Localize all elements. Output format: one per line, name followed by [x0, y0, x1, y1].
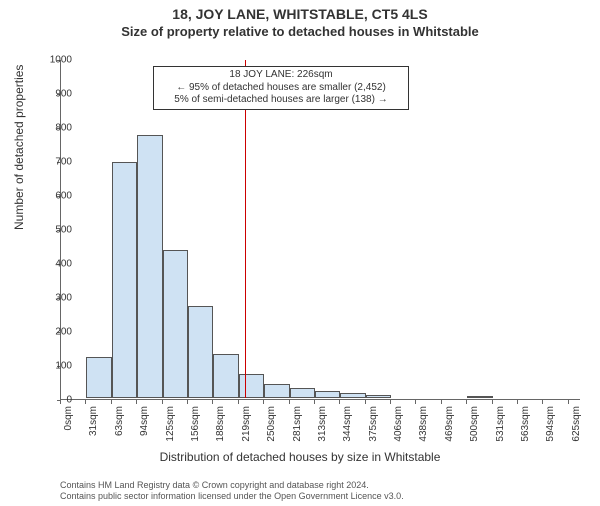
x-tick-label: 594sqm	[545, 406, 556, 442]
histogram-bar	[290, 388, 315, 398]
x-tick-label: 219sqm	[241, 406, 252, 442]
x-tick-mark	[492, 400, 493, 404]
y-tick-label: 400	[32, 259, 72, 270]
histogram-bar	[86, 357, 111, 398]
y-tick-label: 700	[32, 157, 72, 168]
histogram-bar	[264, 384, 289, 398]
x-tick-label: 94sqm	[139, 406, 150, 436]
annotation-line-3: 5% of semi-detached houses are larger (1…	[158, 94, 404, 107]
x-tick-mark	[415, 400, 416, 404]
histogram-bar	[213, 354, 238, 398]
plot-area: 18 JOY LANE: 226sqm← 95% of detached hou…	[60, 60, 580, 400]
x-tick-label: 500sqm	[469, 406, 480, 442]
footnote-line-1: Contains HM Land Registry data © Crown c…	[60, 480, 404, 491]
x-tick-mark	[212, 400, 213, 404]
x-tick-label: 531sqm	[495, 406, 506, 442]
annotation-line-2: ← 95% of detached houses are smaller (2,…	[158, 82, 404, 95]
x-tick-label: 406sqm	[393, 406, 404, 442]
x-tick-label: 63sqm	[114, 406, 125, 436]
histogram-bar	[467, 396, 492, 398]
y-tick-label: 1000	[32, 55, 72, 66]
x-tick-mark	[111, 400, 112, 404]
page-title: 18, JOY LANE, WHITSTABLE, CT5 4LS	[0, 6, 600, 22]
histogram-bar	[340, 393, 365, 398]
x-tick-label: 281sqm	[292, 406, 303, 442]
y-tick-label: 900	[32, 89, 72, 100]
histogram-bar	[112, 162, 137, 398]
y-tick-label: 200	[32, 327, 72, 338]
annotation-box: 18 JOY LANE: 226sqm← 95% of detached hou…	[153, 66, 409, 110]
x-tick-label: 375sqm	[368, 406, 379, 442]
x-axis-label: Distribution of detached houses by size …	[0, 450, 600, 464]
x-tick-mark	[162, 400, 163, 404]
x-tick-mark	[466, 400, 467, 404]
x-tick-label: 563sqm	[520, 406, 531, 442]
x-tick-mark	[441, 400, 442, 404]
x-tick-label: 344sqm	[342, 406, 353, 442]
x-tick-mark	[136, 400, 137, 404]
x-tick-mark	[568, 400, 569, 404]
x-tick-label: 438sqm	[418, 406, 429, 442]
x-tick-label: 156sqm	[190, 406, 201, 442]
x-tick-mark	[289, 400, 290, 404]
y-tick-label: 0	[32, 395, 72, 406]
x-tick-label: 188sqm	[215, 406, 226, 442]
histogram-chart: 18 JOY LANE: 226sqm← 95% of detached hou…	[60, 60, 580, 400]
y-tick-label: 600	[32, 191, 72, 202]
x-tick-label: 313sqm	[317, 406, 328, 442]
x-tick-label: 250sqm	[266, 406, 277, 442]
reference-line	[245, 60, 246, 398]
x-tick-label: 0sqm	[63, 406, 74, 430]
annotation-line-1: 18 JOY LANE: 226sqm	[158, 69, 404, 82]
histogram-bar	[163, 250, 188, 398]
x-tick-label: 31sqm	[88, 406, 99, 436]
x-tick-label: 469sqm	[444, 406, 455, 442]
histogram-bar	[315, 391, 340, 398]
footnote: Contains HM Land Registry data © Crown c…	[60, 480, 404, 503]
x-tick-mark	[314, 400, 315, 404]
x-tick-mark	[390, 400, 391, 404]
y-tick-label: 800	[32, 123, 72, 134]
page-subtitle: Size of property relative to detached ho…	[0, 24, 600, 39]
footnote-line-2: Contains public sector information licen…	[60, 491, 404, 502]
y-tick-label: 300	[32, 293, 72, 304]
x-tick-mark	[85, 400, 86, 404]
histogram-bar	[137, 135, 162, 399]
histogram-bar	[188, 306, 213, 398]
x-tick-mark	[542, 400, 543, 404]
x-tick-mark	[517, 400, 518, 404]
histogram-bar	[366, 395, 391, 398]
x-tick-mark	[339, 400, 340, 404]
x-tick-mark	[263, 400, 264, 404]
x-tick-mark	[238, 400, 239, 404]
x-tick-mark	[187, 400, 188, 404]
x-tick-mark	[365, 400, 366, 404]
x-tick-label: 625sqm	[571, 406, 582, 442]
x-tick-label: 125sqm	[165, 406, 176, 442]
y-tick-label: 100	[32, 361, 72, 372]
histogram-bar	[239, 374, 264, 398]
y-axis-label: Number of detached properties	[12, 65, 26, 230]
y-tick-label: 500	[32, 225, 72, 236]
